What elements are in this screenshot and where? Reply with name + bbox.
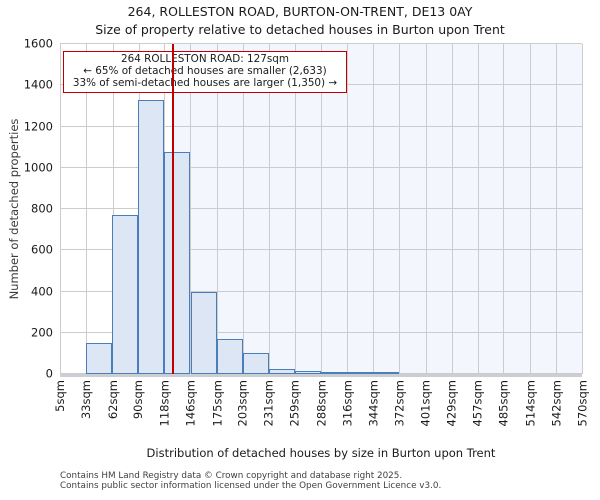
vertical-gridline — [347, 44, 349, 374]
property-annotation-box: 264 ROLLESTON ROAD: 127sqm ← 65% of deta… — [63, 51, 347, 93]
x-tick-label-text: 118sqm — [157, 380, 172, 427]
y-tick-label: 1200 — [23, 119, 53, 134]
x-tick-label-text: 316sqm — [340, 380, 355, 427]
horizontal-gridline — [60, 166, 582, 168]
vertical-gridline — [268, 44, 270, 374]
x-axis-spine — [60, 374, 582, 377]
x-tick-label-text: 401sqm — [418, 380, 433, 427]
chart-title: 264, ROLLESTON ROAD, BURTON-ON-TRENT, DE… — [127, 4, 473, 19]
x-tick-label-text: 570sqm — [575, 380, 589, 427]
vertical-gridline — [530, 44, 532, 374]
annotation-line-1: 264 ROLLESTON ROAD: 127sqm — [121, 53, 289, 65]
vertical-gridline — [321, 44, 323, 374]
x-tick-label-text: 231sqm — [261, 380, 276, 427]
vertical-gridline — [294, 44, 296, 374]
horizontal-gridline — [60, 290, 582, 292]
y-tick-label: 0 — [45, 366, 53, 381]
vertical-gridline — [242, 44, 244, 374]
x-tick-label-text: 457sqm — [470, 380, 485, 427]
horizontal-gridline — [60, 331, 582, 333]
horizontal-gridline — [60, 43, 582, 44]
histogram-bar — [190, 291, 217, 374]
vertical-gridline — [217, 44, 219, 374]
histogram-bar — [112, 215, 139, 374]
histogram-bar — [242, 353, 269, 374]
x-tick-label-text: 485sqm — [496, 380, 511, 427]
vertical-gridline — [477, 44, 479, 374]
y-axis-label: Number of detached properties — [7, 118, 21, 300]
annotation-line-3: 33% of semi-detached houses are larger (… — [72, 77, 338, 90]
histogram-bar — [86, 343, 113, 374]
vertical-gridline — [85, 44, 87, 374]
x-tick-label-text: 146sqm — [183, 380, 198, 427]
y-tick-label: 600 — [31, 242, 53, 257]
histogram-bar — [347, 372, 374, 374]
vertical-gridline — [60, 44, 61, 374]
larger-than-property-shaded-region — [172, 44, 582, 374]
x-tick-label-text: 33sqm — [78, 380, 93, 420]
vertical-gridline — [190, 44, 192, 374]
annotation-line-2: ← 65% of detached houses are smaller (2,… — [83, 65, 327, 78]
y-tick-label: 800 — [31, 201, 53, 216]
vertical-gridline — [112, 44, 114, 374]
vertical-gridline — [503, 44, 505, 374]
attribution-line-2: Contains public sector information licen… — [60, 481, 442, 492]
plot-area: Number of detached properties 264 ROLLES… — [7, 37, 589, 427]
x-tick-label-text: 288sqm — [314, 380, 329, 427]
x-tick-label-text: 372sqm — [392, 380, 407, 427]
x-tick-label-text: 175sqm — [210, 380, 225, 427]
attribution-line-1: Contains HM Land Registry data © Crown c… — [60, 471, 403, 481]
vertical-gridline — [399, 44, 401, 374]
x-axis-label: Distribution of detached houses by size … — [146, 446, 496, 460]
histogram-bar — [138, 99, 165, 374]
x-tick-label-text: 542sqm — [549, 380, 564, 427]
x-tick-label-text: 429sqm — [444, 380, 459, 427]
vertical-gridline — [582, 44, 583, 374]
vertical-gridline — [373, 44, 375, 374]
property-size-marker-line — [171, 44, 174, 374]
horizontal-gridline — [60, 125, 582, 127]
y-tick-label: 200 — [31, 325, 53, 340]
y-tick-label: 400 — [31, 284, 53, 299]
horizontal-gridline — [60, 208, 582, 209]
x-tick-label-text: 62sqm — [105, 380, 120, 420]
x-tick-label-text: 203sqm — [235, 380, 250, 427]
x-tick-label-text: 90sqm — [131, 380, 146, 420]
histogram-bar — [294, 370, 321, 374]
x-tick-label-text: 5sqm — [53, 380, 67, 412]
histogram-bar — [373, 372, 400, 374]
x-tick-label-text: 514sqm — [523, 380, 538, 427]
x-tick-label-text: 344sqm — [366, 380, 381, 427]
vertical-gridline — [556, 44, 558, 374]
histogram-bar — [216, 338, 243, 374]
attribution-footer: Contains HM Land Registry data © Crown c… — [60, 471, 441, 492]
horizontal-gridline — [60, 249, 582, 251]
y-tick-label: 1600 — [23, 36, 53, 51]
histogram-bar — [321, 372, 348, 374]
x-tick-label-text: 259sqm — [287, 380, 302, 427]
chart-subtitle: Size of property relative to detached ho… — [95, 22, 505, 37]
vertical-gridline — [425, 44, 427, 374]
vertical-gridline — [451, 44, 453, 374]
y-tick-label: 1000 — [23, 160, 53, 175]
histogram-bar — [268, 368, 295, 374]
y-tick-label: 1400 — [23, 77, 53, 92]
histogram-bar — [164, 152, 191, 374]
